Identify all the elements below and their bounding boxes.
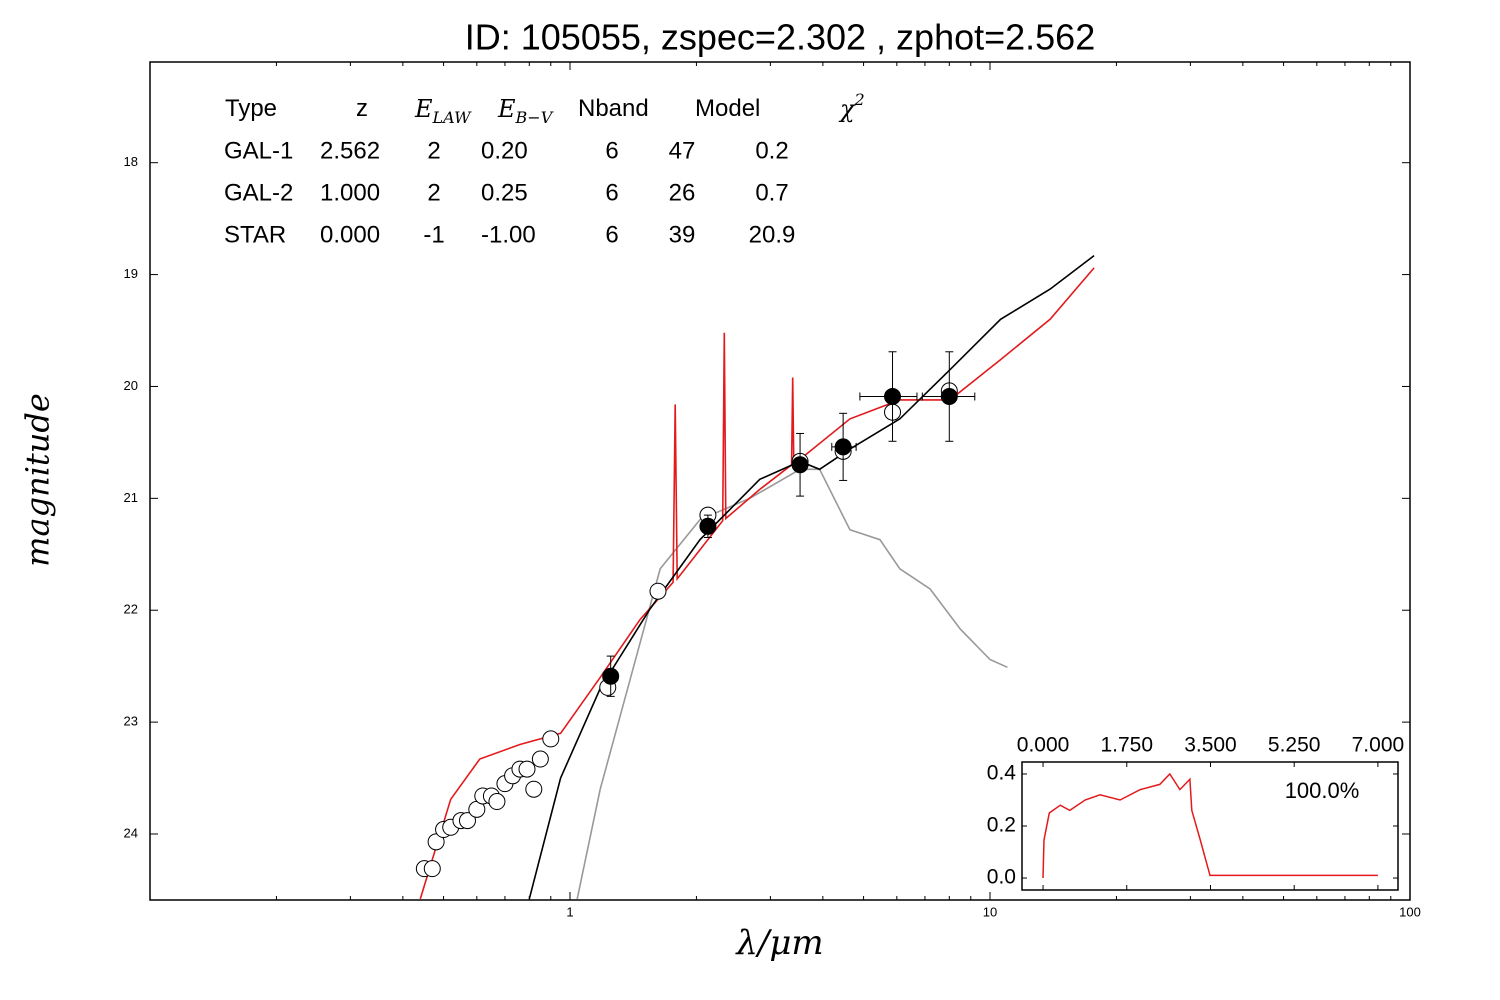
observed-point (602, 667, 620, 685)
header-text: Model (695, 95, 760, 122)
header-subscript: LAW (432, 108, 473, 127)
annotation: 100.0% (1285, 778, 1360, 803)
table-cell: -1 (423, 221, 444, 248)
y-tick-label: 20 (124, 378, 138, 393)
table-header: EB−V (497, 95, 554, 127)
y-tick-label: 22 (124, 602, 138, 617)
table-cell: 6 (605, 137, 618, 164)
x-tick-label: 5.250 (1268, 734, 1321, 757)
y-tick-label: 0.0 (987, 866, 1016, 889)
table-cell: 26 (669, 179, 696, 206)
table-header: Model (695, 95, 760, 122)
table-header: Nband (578, 95, 649, 122)
y-tick-label: 18 (124, 154, 138, 169)
y-tick-label: 24 (124, 825, 138, 840)
header-superscript: 2 (854, 90, 865, 109)
header-text: E (497, 95, 516, 123)
table-cell: 0.7 (755, 179, 788, 206)
plot-frame (1021, 761, 1399, 891)
table-cell: 1.000 (320, 179, 380, 206)
plot-data (1042, 772, 1378, 879)
y-tick-label: 0.2 (987, 814, 1016, 837)
plot-data (415, 254, 1095, 900)
table-cell: 2.562 (320, 137, 380, 164)
model-flux-point (423, 860, 441, 878)
table-cell: GAL-1 (224, 137, 293, 164)
y-axis-label: magnitude (19, 393, 57, 567)
table-header: ELAW (414, 95, 472, 127)
x-tick-label: 1 (566, 904, 573, 919)
observed-point (834, 438, 852, 456)
x-tick-label: 100 (1399, 904, 1421, 919)
x-tick-label: 7.000 (1352, 734, 1405, 757)
table-cell: 20.9 (749, 221, 796, 248)
table-cell: 0.000 (320, 221, 380, 248)
header-subscript: B−V (515, 108, 554, 127)
model-flux-point (488, 793, 506, 811)
model-flux-point (427, 833, 445, 851)
observed-point (884, 388, 902, 406)
model-flux-point (458, 812, 476, 830)
chart-title: ID: 105055, zspec=2.302 , zphot=2.562 (465, 17, 1095, 58)
table-cell: 0.20 (481, 137, 528, 164)
observed-point (699, 517, 717, 535)
header-text: E (414, 95, 433, 123)
plot-frame (149, 61, 1411, 901)
y-tick-label: 0.4 (987, 762, 1017, 785)
observed-point (791, 456, 809, 474)
x-tick-label: 10 (983, 904, 997, 919)
model-flux-point (542, 730, 560, 748)
table-cell: STAR (224, 221, 286, 248)
table-header: Type (225, 95, 277, 122)
y-tick-label: 21 (124, 490, 138, 505)
y-tick-label: 23 (124, 714, 138, 729)
observed-point (940, 388, 958, 406)
model-flux-point (518, 760, 536, 778)
header-text: z (356, 95, 368, 122)
model-flux-point (525, 780, 543, 798)
table-cell: 39 (669, 221, 696, 248)
table-cell: 0.25 (481, 179, 528, 206)
x-tick-label: 1.750 (1100, 734, 1153, 757)
table-cell: 2 (427, 137, 440, 164)
model-flux-point (649, 582, 667, 600)
model-line (1042, 772, 1378, 879)
table-cell: 6 (605, 179, 618, 206)
table-cell: 6 (605, 221, 618, 248)
plot-area (1022, 762, 1398, 890)
table-header: z (356, 95, 368, 122)
y-tick-label: 19 (124, 266, 138, 281)
table-header: χ2 (838, 90, 865, 123)
model-flux-point (531, 750, 549, 768)
header-text: Type (225, 95, 277, 122)
header-text: χ (838, 95, 856, 123)
x-tick-label: 3.500 (1184, 734, 1237, 757)
table-cell: 47 (669, 137, 696, 164)
header-text: Nband (578, 95, 649, 122)
x-tick-label: 0.000 (1017, 734, 1070, 757)
table-cell: GAL-2 (224, 179, 293, 206)
table-cell: -1.00 (481, 221, 536, 248)
x-axis-label: λ/μm (734, 923, 823, 963)
table-cell: 0.2 (755, 137, 788, 164)
table-cell: 2 (427, 179, 440, 206)
